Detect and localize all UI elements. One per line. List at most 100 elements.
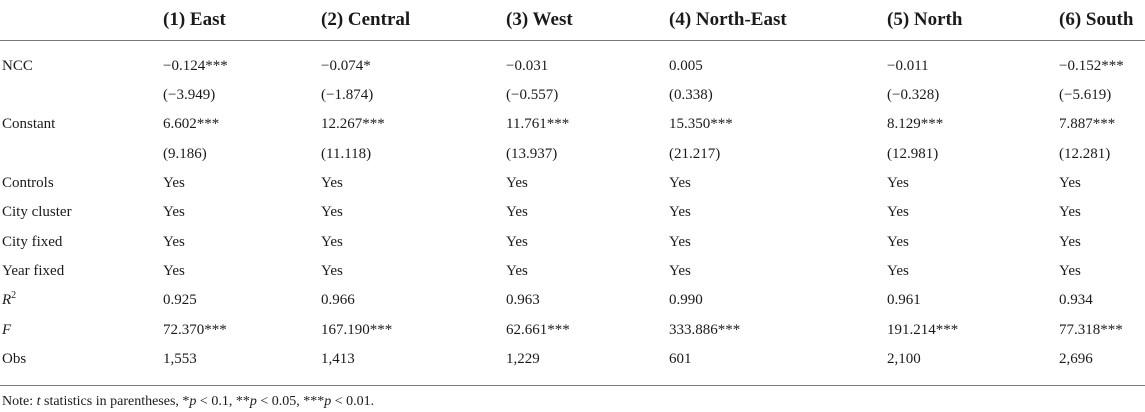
table-cell: −0.031 [506, 57, 549, 74]
table-cell: 0.934 [1059, 292, 1093, 309]
table-cell: Yes [163, 175, 185, 192]
table-cell: 1,413 [321, 344, 506, 386]
table-cell: 0.925 [163, 292, 197, 309]
table-row: NCC −0.124*** −0.074* −0.031 0.005 −0.01… [0, 41, 1145, 82]
table-cell: (−5.619) [1059, 87, 1112, 104]
table-cell: 2,696 [1059, 344, 1145, 386]
table-cell: 0.005 [669, 57, 703, 74]
table-cell: (0.338) [669, 87, 713, 104]
table-cell: 15.350*** [669, 116, 733, 133]
table-cell: 62.661*** [506, 321, 570, 338]
table-header-row: (1) East (2) Central (3) West (4) North-… [0, 0, 1145, 41]
table-cell: Yes [1059, 233, 1081, 250]
row-label-f: F [0, 315, 163, 344]
table-cell: 167.190*** [321, 321, 393, 338]
table-cell: 333.886*** [669, 321, 741, 338]
table-note: Note: t statistics in parentheses, *p < … [2, 394, 374, 410]
header-cell-south: (6) South [1059, 0, 1145, 41]
table-cell: (9.186) [163, 145, 207, 162]
table-cell: (−1.874) [321, 87, 374, 104]
table-cell: Yes [321, 262, 343, 279]
table-cell: −0.011 [887, 57, 929, 74]
row-label: Constant [2, 116, 56, 133]
note-t-symbol: t [36, 394, 41, 409]
table-cell: 191.214*** [887, 321, 959, 338]
table-row: (9.186) (11.118) (13.937) (21.217) (12.9… [0, 140, 1145, 169]
table-cell: Yes [506, 233, 528, 250]
table-cell: Yes [1059, 175, 1081, 192]
row-label: City cluster [2, 204, 72, 221]
r-superscript: 2 [11, 290, 17, 302]
table-cell: 0.966 [321, 292, 355, 309]
table-cell: Yes [887, 233, 909, 250]
table-cell: Yes [163, 233, 185, 250]
table-cell: Yes [163, 262, 185, 279]
header-cell-east: (1) East [163, 0, 321, 41]
header-cell-north-east: (4) North-East [669, 0, 887, 41]
table-cell: (−3.949) [163, 87, 216, 104]
table-cell: Yes [321, 204, 343, 221]
table-cell: (12.981) [887, 145, 939, 162]
table-row: R2 0.925 0.966 0.963 0.990 0.961 0.934 [0, 286, 1145, 315]
table-cell: 6.602*** [163, 116, 220, 133]
table-cell: 8.129*** [887, 116, 944, 133]
table-cell: 12.267*** [321, 116, 385, 133]
note-text: < 0.1, ** [196, 394, 250, 409]
table-cell: 601 [669, 344, 887, 386]
table-row: F 72.370*** 167.190*** 62.661*** 333.886… [0, 315, 1145, 344]
table-body: NCC −0.124*** −0.074* −0.031 0.005 −0.01… [0, 41, 1145, 386]
header-cell-north: (5) North [887, 0, 1059, 41]
table-cell: Yes [506, 175, 528, 192]
table-cell: Yes [506, 204, 528, 221]
table-cell: Yes [1059, 262, 1081, 279]
table-cell: Yes [321, 233, 343, 250]
table-row: Obs 1,553 1,413 1,229 601 2,100 2,696 [0, 344, 1145, 386]
note-p-symbol: p [324, 394, 332, 409]
r-symbol: R [2, 292, 12, 309]
row-label: Obs [0, 344, 163, 386]
table-row: City cluster Yes Yes Yes Yes Yes Yes [0, 198, 1145, 227]
row-label: NCC [2, 57, 33, 74]
table-cell: 1,553 [163, 344, 321, 386]
header-cell-empty [0, 0, 163, 41]
row-label: City fixed [2, 233, 63, 250]
table-cell: Yes [669, 233, 691, 250]
table-cell: 0.963 [506, 292, 540, 309]
table-cell: 7.887*** [1059, 116, 1116, 133]
f-symbol: F [2, 321, 12, 338]
table-cell: Yes [669, 262, 691, 279]
note-text: statistics in parentheses, * [40, 394, 190, 409]
table-row: (−3.949) (−1.874) (−0.557) (0.338) (−0.3… [0, 81, 1145, 110]
table-cell: Yes [887, 175, 909, 192]
table-row: Constant 6.602*** 12.267*** 11.761*** 15… [0, 110, 1145, 139]
table-cell: Yes [669, 175, 691, 192]
header-cell-central: (2) Central [321, 0, 506, 41]
table-cell: (13.937) [506, 145, 558, 162]
row-label [0, 81, 163, 110]
note-prefix: Note: [2, 394, 37, 409]
row-label-r-squared: R2 [0, 286, 163, 315]
table-cell: 11.761*** [506, 116, 570, 133]
table-cell: (21.217) [669, 145, 721, 162]
note-p-symbol: p [189, 394, 197, 409]
note-text: < 0.05, *** [256, 394, 325, 409]
row-label: Year fixed [2, 262, 65, 279]
table-row: Year fixed Yes Yes Yes Yes Yes Yes [0, 257, 1145, 286]
table-cell: Yes [887, 204, 909, 221]
note-p-symbol: p [249, 394, 257, 409]
table-cell: −0.152*** [1059, 57, 1124, 74]
regression-table: (1) East (2) Central (3) West (4) North-… [0, 0, 1145, 386]
regression-table-container: (1) East (2) Central (3) West (4) North-… [0, 0, 1145, 386]
table-cell: −0.124*** [163, 57, 228, 74]
table-cell: 72.370*** [163, 321, 227, 338]
table-row: Controls Yes Yes Yes Yes Yes Yes [0, 169, 1145, 198]
table-cell: 1,229 [506, 344, 669, 386]
table-cell: Yes [506, 262, 528, 279]
header-cell-west: (3) West [506, 0, 669, 41]
table-cell: 2,100 [887, 344, 1059, 386]
row-label [0, 140, 163, 169]
table-cell: (−0.328) [887, 87, 940, 104]
table-cell: Yes [1059, 204, 1081, 221]
table-cell: −0.074* [321, 57, 371, 74]
note-text: < 0.01. [331, 394, 375, 409]
